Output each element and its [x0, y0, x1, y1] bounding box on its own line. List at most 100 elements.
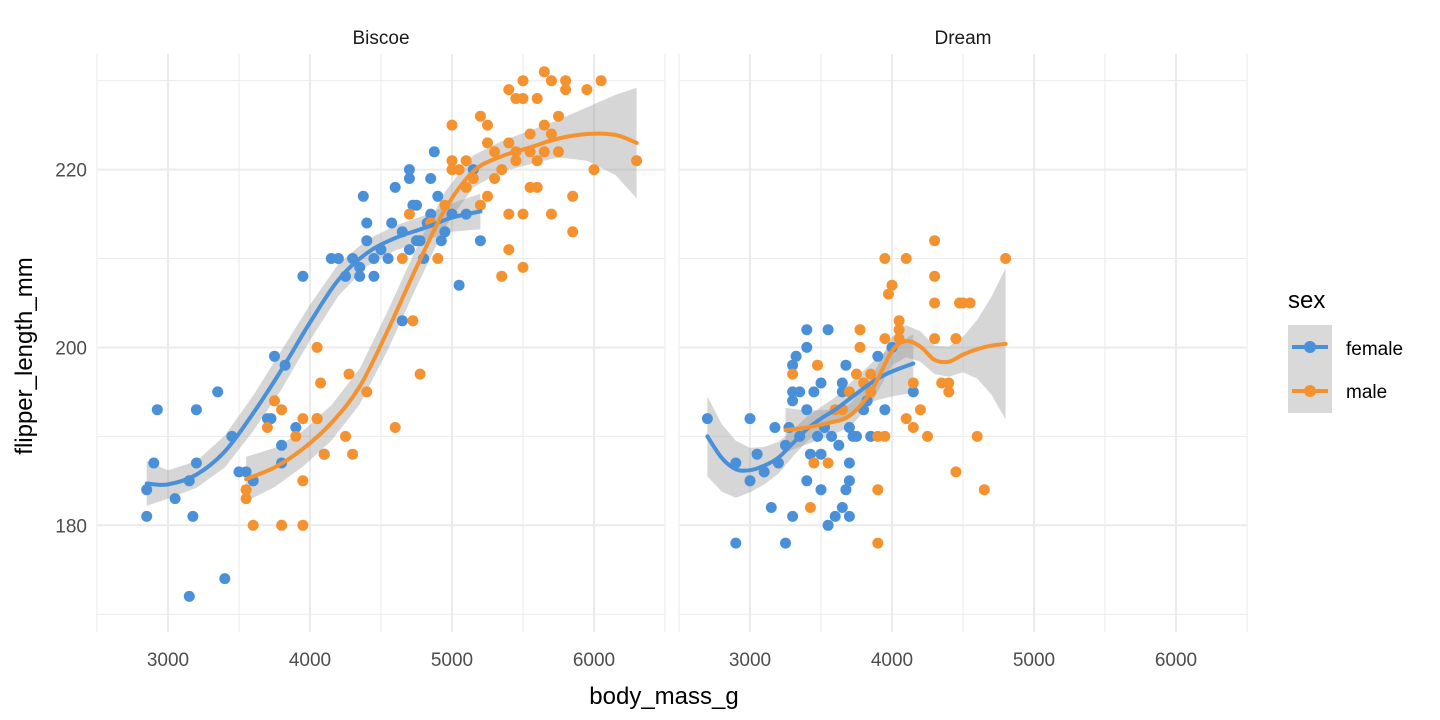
data-point-female [826, 430, 838, 442]
data-point-female [808, 386, 820, 398]
data-point-female [787, 359, 799, 371]
data-point-male [269, 395, 280, 407]
data-point-male [315, 377, 327, 389]
legend-key-female [1288, 325, 1332, 369]
legend-label-female: female [1346, 339, 1403, 360]
data-point-female [425, 173, 437, 184]
x-tick-label: 5000 [1013, 650, 1055, 671]
data-point-male [276, 404, 288, 416]
data-point-male [311, 413, 323, 425]
data-point-female [354, 270, 366, 282]
data-point-female [453, 279, 465, 291]
x-tick-label: 4000 [871, 650, 913, 671]
data-point-male [545, 75, 557, 87]
data-point-female [190, 404, 202, 416]
data-point-female [368, 270, 380, 282]
data-point-female [212, 386, 224, 398]
data-point-male [489, 146, 501, 158]
data-point-male [361, 386, 373, 398]
data-point-female [801, 404, 813, 416]
data-point-male [318, 448, 330, 460]
data-point-male [347, 448, 359, 460]
data-point-female [435, 235, 447, 247]
data-point-female [297, 270, 309, 282]
data-point-female [411, 199, 422, 211]
data-point-male [787, 368, 799, 380]
data-point-male [950, 466, 962, 478]
data-point-female [354, 261, 366, 273]
data-point-male [822, 457, 834, 469]
data-point-male [978, 484, 990, 496]
data-point-female [790, 350, 802, 362]
data-point-female [815, 484, 827, 496]
data-point-male [340, 430, 351, 442]
x-tick-label: 6000 [1155, 650, 1197, 671]
data-point-male [531, 181, 543, 193]
data-point-male [929, 297, 941, 309]
data-point-female [151, 404, 163, 416]
data-point-female [428, 146, 440, 158]
data-point-male [567, 190, 579, 202]
data-point-female [822, 519, 834, 531]
data-point-male [553, 110, 564, 122]
data-point-male [538, 146, 550, 158]
data-point-male [496, 164, 508, 176]
data-point-male [886, 279, 898, 291]
data-point-female [769, 422, 781, 433]
data-point-male [290, 430, 302, 442]
data-point-male [311, 341, 323, 353]
data-point-male [482, 190, 493, 202]
data-point-female [829, 510, 841, 522]
data-point-male [907, 377, 919, 389]
legend-key-female-point [1304, 341, 1316, 353]
data-point-male [517, 261, 529, 273]
x-tick-label: 6000 [573, 650, 615, 671]
data-point-male [872, 484, 884, 496]
data-point-male [553, 146, 564, 158]
data-point-male [389, 422, 401, 433]
data-point-male [560, 75, 572, 87]
data-point-male [804, 502, 816, 513]
data-point-male [524, 128, 536, 140]
data-point-male [971, 430, 983, 442]
data-point-male [531, 155, 543, 167]
data-point-female [787, 510, 799, 522]
data-point-female [187, 510, 199, 522]
data-point-male [929, 235, 941, 247]
data-point-female [815, 377, 827, 389]
data-point-female [780, 537, 791, 549]
data-point-female [141, 484, 153, 496]
data-point-female [190, 457, 202, 469]
data-point-male [879, 333, 891, 345]
data-point-male [900, 413, 912, 425]
data-point-female [794, 386, 806, 398]
data-point-female [840, 359, 852, 371]
data-point-male [538, 66, 550, 78]
data-point-male [414, 368, 426, 380]
data-point-male [240, 484, 252, 496]
x-axis-title: body_mass_g [589, 683, 738, 710]
data-point-female [815, 448, 827, 460]
data-point-female [751, 448, 763, 460]
smooth-line-male [244, 131, 639, 482]
smooth-line-female [144, 209, 483, 487]
data-point-male [297, 413, 309, 425]
data-point-female [269, 350, 280, 362]
data-point-male [517, 208, 529, 220]
data-point-female [425, 208, 437, 220]
legend-key-male [1288, 369, 1332, 413]
data-point-male [240, 493, 252, 505]
data-point-male [893, 315, 905, 327]
data-point-male [854, 324, 866, 336]
data-point-female [290, 422, 302, 433]
data-point-female [758, 466, 770, 478]
x-tick-label: 3000 [147, 650, 189, 671]
data-point-male [261, 422, 273, 433]
data-point-male [503, 137, 515, 149]
data-point-male [812, 359, 823, 371]
data-point-male [247, 519, 259, 531]
data-point-female [840, 484, 852, 496]
data-point-male [943, 377, 955, 389]
legend: sex female male [1288, 287, 1403, 413]
data-point-male [474, 199, 486, 211]
